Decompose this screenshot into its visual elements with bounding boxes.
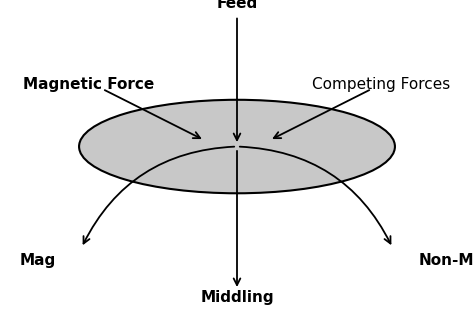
Text: Middling: Middling <box>200 290 274 306</box>
Text: Non-Mag: Non-Mag <box>418 253 474 268</box>
Text: Mag: Mag <box>19 253 56 268</box>
Text: Magnetic Force: Magnetic Force <box>23 77 155 92</box>
Text: Feed: Feed <box>216 0 258 11</box>
Text: Competing Forces: Competing Forces <box>312 77 451 92</box>
Ellipse shape <box>79 100 395 193</box>
